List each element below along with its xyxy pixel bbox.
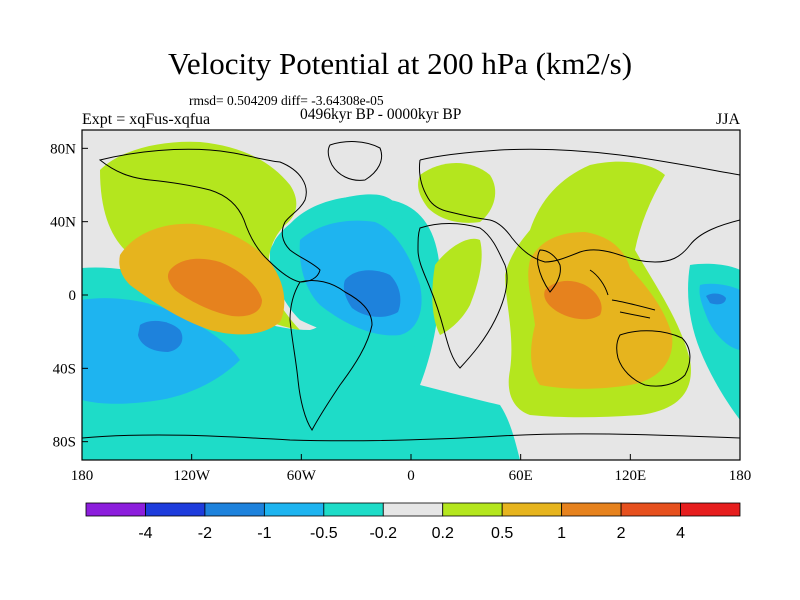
y-tick-label: 40N bbox=[50, 215, 76, 231]
x-tick-label: 60W bbox=[287, 468, 317, 484]
contour-fields bbox=[82, 141, 740, 460]
colorbar-swatch bbox=[620, 502, 681, 517]
colorbar-swatch bbox=[85, 502, 146, 517]
colorbar: -4 -2 -1 -0.5 -0.2 0.2 0.5 1 2 4 bbox=[85, 502, 741, 542]
contour-neg-1-south-pacific bbox=[138, 320, 183, 352]
contour-pos-1-indian-ocean bbox=[544, 280, 602, 320]
x-tick-label: 60E bbox=[509, 468, 533, 484]
x-tick-label: 120E bbox=[614, 468, 646, 484]
contour-neg-0.2-north-atlantic bbox=[280, 196, 395, 240]
colorbar-label: -1 bbox=[257, 525, 271, 542]
contour-neg-1-atlantic bbox=[343, 270, 401, 317]
colorbar-swatch bbox=[442, 502, 503, 517]
colorbar-swatch bbox=[501, 502, 563, 517]
colorbar-swatch bbox=[382, 502, 444, 517]
x-tick-label: 120W bbox=[173, 468, 211, 484]
colorbar-label: 0.5 bbox=[491, 525, 513, 542]
colorbar-swatch bbox=[680, 502, 741, 517]
colorbar-swatch bbox=[263, 502, 325, 517]
contour-pos-1-east-pacific bbox=[167, 258, 262, 317]
colorbar-label: -0.5 bbox=[310, 525, 338, 542]
y-tick-label: 80S bbox=[53, 435, 76, 451]
y-tick-label: 80N bbox=[50, 141, 76, 157]
colorbar-label: 0.2 bbox=[432, 525, 454, 542]
y-tick-label: 0 bbox=[69, 288, 77, 304]
contour-neg-1-west-pacific bbox=[706, 293, 726, 305]
colorbar-label: -0.2 bbox=[369, 525, 397, 542]
colorbar-swatch bbox=[561, 502, 622, 517]
colorbar-label: 4 bbox=[676, 525, 685, 542]
colorbar-label: -4 bbox=[138, 525, 152, 542]
x-tick-label: 0 bbox=[407, 468, 415, 484]
colorbar-swatch bbox=[323, 502, 384, 517]
colorbar-label: 2 bbox=[617, 525, 626, 542]
experiment-label: Expt = xqFus-xqfua bbox=[82, 111, 211, 128]
axis-ticks: 180 120W 60W 0 60E 120E 180 80N 40N 0 40S 80S bbox=[50, 141, 751, 484]
y-tick-label: 40S bbox=[53, 361, 76, 377]
map-title: Velocity Potential at 200 hPa (km2/s) bbox=[167, 46, 633, 81]
season-label: JJA bbox=[715, 111, 740, 128]
colorbar-swatch bbox=[204, 502, 265, 517]
contour-pos-0.2-africa bbox=[432, 238, 482, 335]
x-tick-label: 180 bbox=[729, 468, 752, 484]
colorbar-label: -2 bbox=[198, 525, 212, 542]
stats-text: rmsd= 0.504209 diff= -3.64308e-05 bbox=[189, 93, 384, 108]
colorbar-label: 1 bbox=[557, 525, 566, 542]
x-tick-label: 180 bbox=[71, 468, 94, 484]
period-label: 0496kyr BP - 0000kyr BP bbox=[300, 106, 462, 123]
coastlines bbox=[82, 141, 740, 442]
colorbar-swatch bbox=[145, 502, 206, 517]
